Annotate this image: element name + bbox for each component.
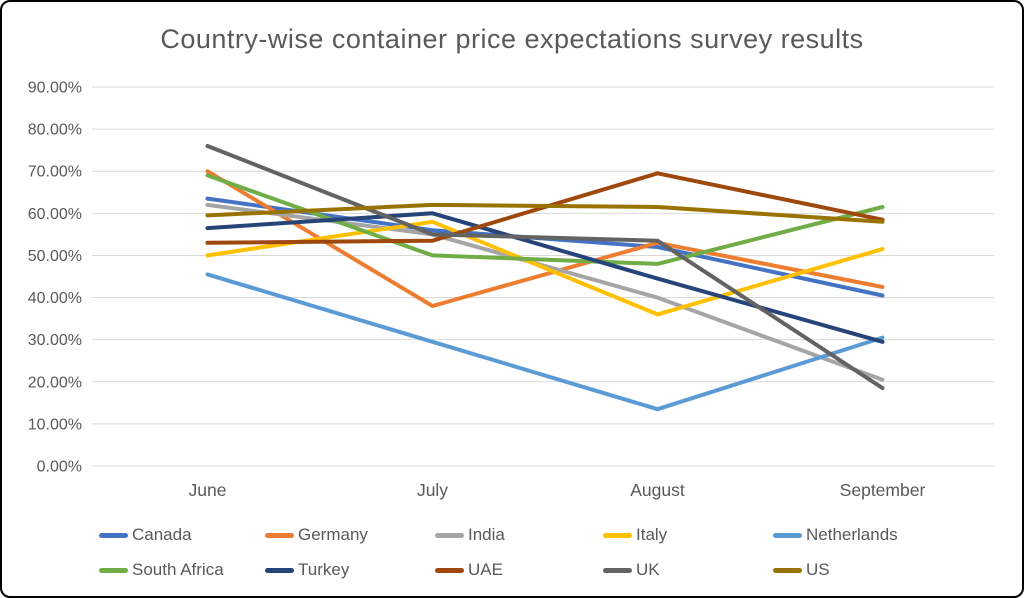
x-tick-label: June <box>189 480 227 500</box>
series-line-us <box>205 202 885 224</box>
legend-item-turkey: Turkey <box>265 560 349 580</box>
chart-title: Country-wise container price expectation… <box>160 24 864 54</box>
series-line-netherlands <box>205 272 885 412</box>
series-line-turkey <box>205 211 885 344</box>
legend-label: US <box>806 560 830 579</box>
legend-item-us: US <box>773 560 830 580</box>
series-line-uk <box>205 144 885 391</box>
legend-marker <box>773 567 802 573</box>
legend-marker <box>99 567 128 573</box>
y-tick-label: 90.00% <box>28 80 82 97</box>
y-tick-label: 0.00% <box>37 459 82 476</box>
legend-label: UAE <box>468 560 503 579</box>
legend-marker <box>99 532 128 538</box>
legend-marker <box>435 567 464 573</box>
legend-item-uk: UK <box>603 560 660 580</box>
series-line-south-africa <box>205 173 885 266</box>
legend-label: Turkey <box>298 560 350 579</box>
series-line-italy <box>205 219 885 317</box>
y-tick-label: 40.00% <box>28 290 82 307</box>
legend-item-netherlands: Netherlands <box>773 525 898 545</box>
legend-item-germany: Germany <box>265 525 368 545</box>
legend-item-india: India <box>435 525 505 545</box>
legend-marker <box>773 532 802 538</box>
legend-label: South Africa <box>132 560 224 579</box>
legend-item-uae: UAE <box>435 560 503 580</box>
legend-label: Canada <box>132 525 192 544</box>
legend-marker <box>265 567 294 573</box>
x-tick-label: July <box>417 480 448 500</box>
legend-item-italy: Italy <box>603 525 667 545</box>
y-tick-label: 50.00% <box>28 248 82 265</box>
legend-item-canada: Canada <box>99 525 192 545</box>
x-tick-label: September <box>840 480 926 500</box>
legend-marker <box>435 532 464 538</box>
y-tick-label: 20.00% <box>28 374 82 391</box>
legend-marker <box>603 567 632 573</box>
legend-item-south-africa: South Africa <box>99 560 224 580</box>
y-tick-label: 70.00% <box>28 164 82 181</box>
y-tick-label: 10.00% <box>28 416 82 433</box>
legend-label: Netherlands <box>806 525 898 544</box>
legend-label: Germany <box>298 525 368 544</box>
legend-marker <box>265 532 294 538</box>
legend-marker <box>603 532 632 538</box>
legend-label: UK <box>636 560 660 579</box>
y-tick-label: 60.00% <box>28 206 82 223</box>
x-tick-label: August <box>630 480 685 500</box>
legend-label: Italy <box>636 525 668 544</box>
y-tick-label: 80.00% <box>28 122 82 139</box>
legend-label: India <box>468 525 505 544</box>
y-tick-label: 30.00% <box>28 332 82 349</box>
